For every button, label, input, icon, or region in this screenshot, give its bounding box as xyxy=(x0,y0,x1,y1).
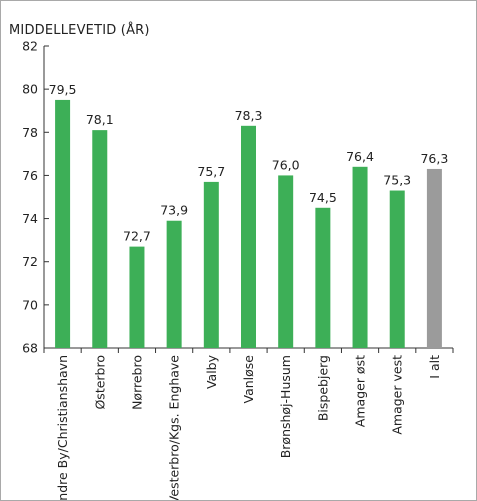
y-ticks: 68 70 72 74 76 78 80 82 xyxy=(22,39,49,356)
bar xyxy=(129,246,145,348)
category-label: Valby xyxy=(204,354,219,389)
data-label: 76,0 xyxy=(272,157,300,172)
data-label: 75,3 xyxy=(383,173,411,188)
data-label: 76,3 xyxy=(420,151,448,166)
bar xyxy=(315,207,331,348)
y-axis-title: MIDDELLEVETID (ÅR) xyxy=(9,22,150,38)
category-labels: Indre By/Christianshavn Østerbro Nørrebro V… xyxy=(55,354,442,500)
category-label: Indre By/Christianshavn xyxy=(55,355,70,500)
data-label: 73,9 xyxy=(160,203,188,218)
bar xyxy=(92,130,108,348)
category-label: I alt xyxy=(427,355,442,379)
bar xyxy=(55,99,71,348)
bar-total xyxy=(426,168,442,348)
category-label: Bispebjerg xyxy=(315,355,330,421)
data-label: 76,4 xyxy=(346,149,374,164)
axes xyxy=(43,46,454,353)
category-label: Østerbro xyxy=(92,355,107,410)
category-label: Amager vest xyxy=(390,355,405,435)
bar xyxy=(241,125,256,348)
y-tick-label: 82 xyxy=(22,39,38,54)
category-label: Nørrebro xyxy=(129,355,144,410)
y-tick-label: 80 xyxy=(22,82,38,97)
y-tick-label: 68 xyxy=(22,341,38,356)
category-label: Vanløse xyxy=(241,355,256,404)
y-tick-label: 78 xyxy=(22,125,38,140)
y-tick-label: 72 xyxy=(22,254,38,269)
category-label: Brønshøj-Husum xyxy=(278,355,293,458)
data-label: 78,3 xyxy=(235,108,263,123)
bar xyxy=(389,190,405,348)
category-label: Vesterbro/Kgs. Enghave xyxy=(167,355,182,500)
data-label: 79,5 xyxy=(49,82,77,97)
bar xyxy=(278,175,294,348)
y-tick-label: 74 xyxy=(22,211,38,226)
bar xyxy=(352,166,368,348)
bars xyxy=(55,99,442,348)
y-tick-label: 76 xyxy=(22,168,38,183)
y-tick-label: 70 xyxy=(22,297,38,312)
data-label: 75,7 xyxy=(197,164,225,179)
data-label: 72,7 xyxy=(123,229,151,244)
bar xyxy=(166,220,182,348)
data-label: 78,1 xyxy=(86,112,114,127)
bar xyxy=(203,181,219,348)
category-label: Amager øst xyxy=(353,355,368,427)
data-labels: 79,5 78,1 72,7 73,9 75,7 78,3 76,0 74,5 76,4 75,3… xyxy=(49,82,449,244)
data-label: 74,5 xyxy=(309,190,337,205)
